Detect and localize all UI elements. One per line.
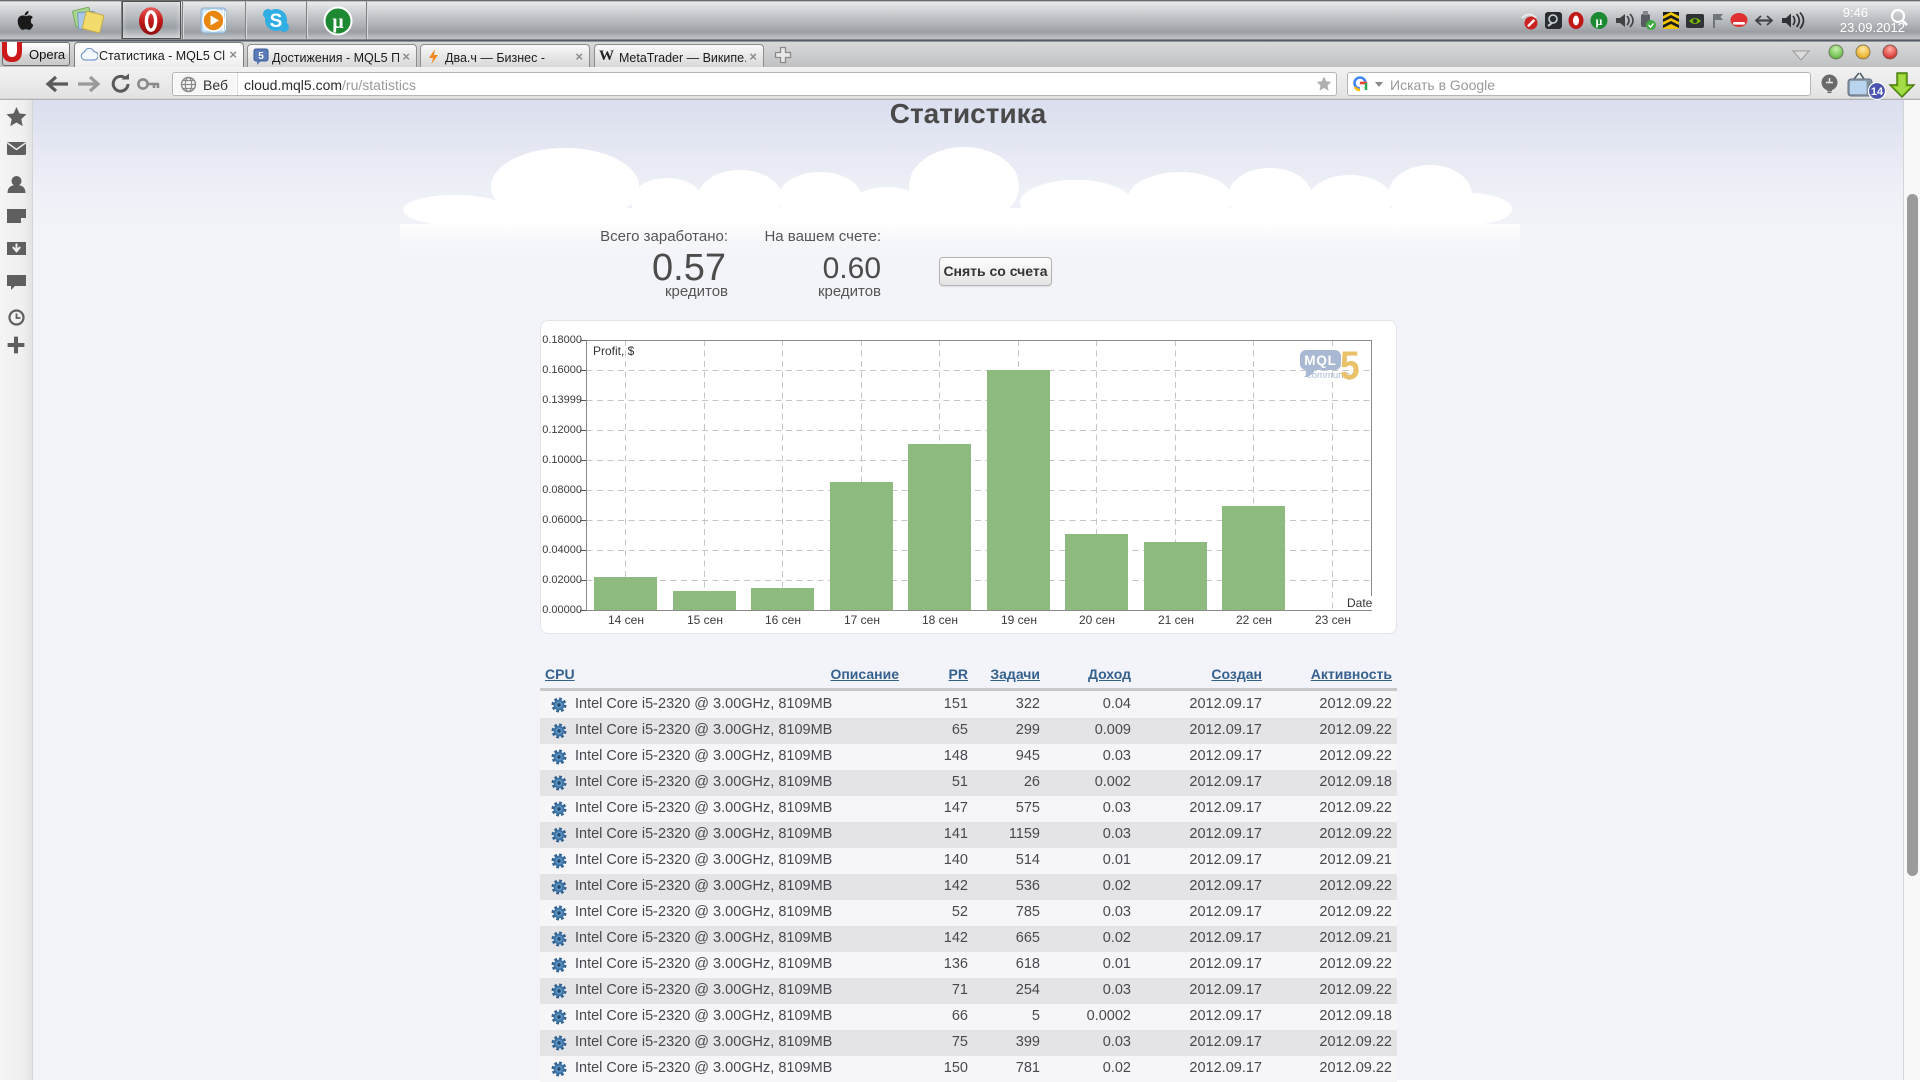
svg-text:5: 5 [258, 51, 264, 62]
svg-text:S: S [270, 11, 283, 32]
svg-text:14: 14 [1871, 86, 1884, 98]
svg-text:µ: µ [332, 11, 344, 33]
svg-text:µ: µ [1596, 14, 1603, 28]
